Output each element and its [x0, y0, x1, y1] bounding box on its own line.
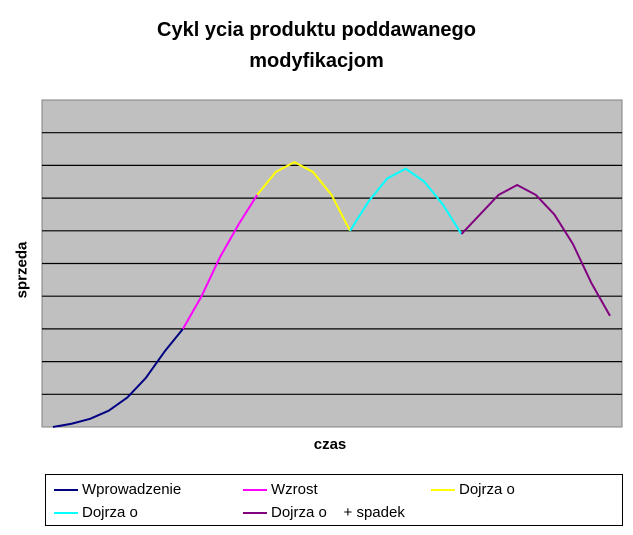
legend-item-dojrzalosc-spadek: Dojrza o + spadek [243, 504, 405, 521]
x-axis-label: czas [313, 436, 347, 453]
series-line-2 [256, 161, 351, 232]
legend-label: Dojrza o [459, 481, 515, 498]
legend-item-dojrzalosc-2: Dojrza o [54, 504, 138, 521]
chart-title-line2: modyfikacjom [249, 50, 384, 72]
legend-swatch [243, 511, 267, 514]
legend: Wprowadzenie Wzrost Dojrza o Dojrza o Do… [45, 474, 623, 526]
legend-swatch [54, 511, 78, 514]
legend-item-wzrost: Wzrost [243, 481, 318, 498]
legend-item-wprowadzenie: Wprowadzenie [54, 481, 181, 498]
series-line-0 [52, 328, 184, 428]
y-axis-label: sprzeda [13, 241, 31, 299]
legend-swatch [431, 488, 455, 491]
legend-item-dojrzalosc-1: Dojrza o [431, 481, 515, 498]
legend-label: Wzrost [271, 481, 318, 498]
legend-swatch [243, 488, 267, 491]
series-line-3 [349, 167, 463, 235]
legend-label: Wprowadzenie [82, 481, 182, 498]
chart-title-line1: Cykl ycia produktu poddawanego [157, 19, 476, 41]
series-line-4 [460, 184, 611, 317]
legend-label: Dojrza o [82, 504, 138, 521]
legend-swatch [54, 488, 78, 491]
series-line-1 [182, 194, 259, 330]
legend-label: Dojrza o + spadek [271, 504, 405, 521]
